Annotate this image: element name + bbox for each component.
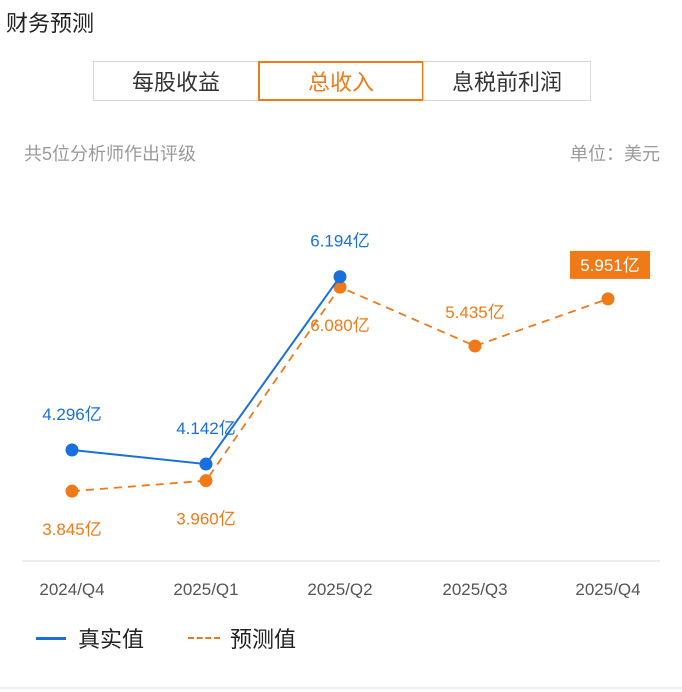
legend-forecast-swatch [188,637,221,639]
tab-ebit[interactable]: 息税前利润 [423,61,591,101]
actual-data-label: 6.194亿 [310,232,370,251]
unit-text: 单位：美元 [570,144,660,164]
forecast-point [601,292,615,306]
page-title: 财务预测 [6,11,95,36]
forecast-point [333,280,347,294]
forecast-point [199,474,213,488]
actual-data-label: 4.296亿 [42,405,102,424]
forecast-data-label: 3.845亿 [42,520,102,539]
actual-data-label: 4.142亿 [176,419,236,438]
forecast-data-label: 3.960亿 [176,510,236,529]
bottom-divider [0,687,682,689]
actual-point [199,457,213,471]
forecast-data-label: 5.951亿 [580,256,640,275]
forecast-data-label: 6.080亿 [310,316,370,335]
x-tick-label: 2025/Q3 [442,580,507,599]
tab-eps[interactable]: 每股收益 [93,61,259,101]
forecast-data-label: 5.435亿 [445,303,505,322]
legend-actual-swatch [36,636,66,640]
actual-point [65,443,79,457]
legend-forecast-label: 预测值 [230,627,297,652]
x-tick-label: 2025/Q1 [173,580,238,599]
latest-forecast-badge [570,250,650,279]
forecast-point [65,484,79,498]
chart-legend: 真实值 预测值 [36,622,296,654]
actual-point [333,270,347,284]
analyst-count-text: 共5位分析师作出评级 [24,144,197,164]
revenue-chart: 4.296亿 4.142亿 6.194亿 3.845亿 3.960亿 6.080亿 5.43… [22,232,660,599]
x-tick-label: 2025/Q4 [575,580,640,599]
x-tick-label: 2025/Q2 [307,580,372,599]
legend-actual-label: 真实值 [78,627,145,652]
metric-tabs: 每股收益 总收入 息税前利润 [93,61,591,101]
x-tick-label: 2024/Q4 [39,580,104,599]
forecast-point [468,339,482,353]
